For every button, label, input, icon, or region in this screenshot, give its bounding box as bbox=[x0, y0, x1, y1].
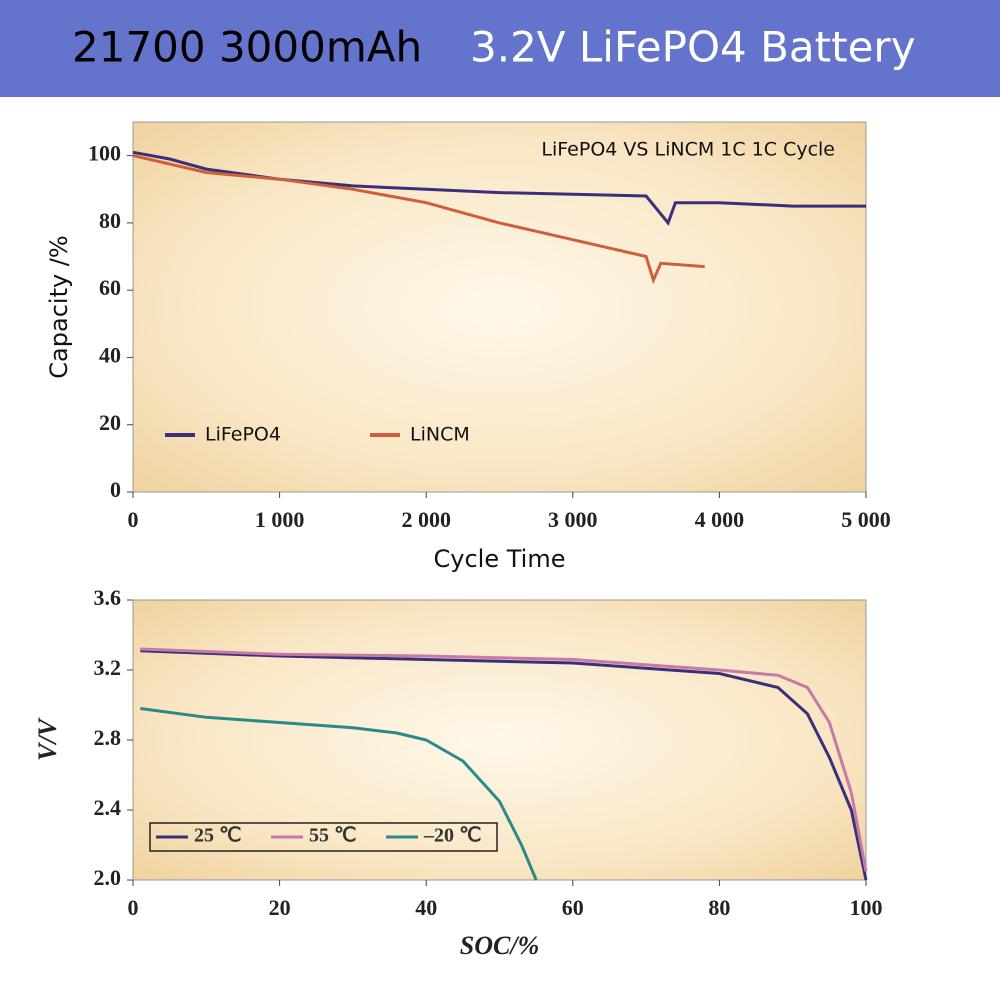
legend-label: LiNCM bbox=[410, 424, 470, 446]
x-tick-label: 0 bbox=[128, 895, 139, 920]
x-tick-label: 5 000 bbox=[841, 507, 891, 532]
legend-label: LiFePO4 bbox=[205, 424, 281, 446]
y-tick-label: 3.2 bbox=[94, 655, 122, 680]
y-tick-label: 60 bbox=[99, 275, 121, 300]
legend-label: –20 ℃ bbox=[423, 825, 481, 847]
x-tick-label: 20 bbox=[269, 895, 291, 920]
x-axis-label: SOC/% bbox=[460, 931, 539, 960]
chart-title: LiFePO4 VS LiNCM 1C 1C Cycle bbox=[541, 139, 835, 161]
banner-text: 3.2V LiFePO4 Battery bbox=[470, 23, 916, 72]
y-tick-label: 2.8 bbox=[94, 725, 122, 750]
y-tick-label: 80 bbox=[99, 208, 121, 233]
y-tick-label: 100 bbox=[88, 141, 121, 166]
legend-box bbox=[149, 822, 498, 852]
y-axis-label: Capacity /% bbox=[45, 235, 73, 378]
y-tick-label: 2.0 bbox=[94, 865, 122, 890]
x-axis-label: Cycle Time bbox=[434, 545, 566, 573]
banner bbox=[0, 0, 1000, 97]
x-tick-label: 80 bbox=[708, 895, 730, 920]
series-line bbox=[140, 647, 868, 872]
plot-area bbox=[132, 121, 867, 493]
y-tick-label: 20 bbox=[99, 410, 121, 435]
series-line bbox=[132, 150, 866, 226]
banner-text: 21700 3000mAh bbox=[72, 23, 422, 72]
x-tick-label: 0 bbox=[128, 507, 139, 532]
series-line bbox=[140, 649, 868, 881]
x-tick-label: 100 bbox=[850, 895, 883, 920]
x-tick-label: 1 000 bbox=[255, 507, 305, 532]
plot-area bbox=[132, 599, 867, 881]
y-axis-label: V/V bbox=[33, 716, 62, 761]
series-line bbox=[132, 154, 705, 285]
series-line bbox=[140, 707, 538, 881]
x-tick-label: 4 000 bbox=[695, 507, 745, 532]
y-tick-label: 0 bbox=[110, 477, 121, 502]
x-tick-label: 40 bbox=[415, 895, 437, 920]
legend-label: 25 ℃ bbox=[194, 825, 241, 847]
y-tick-label: 2.4 bbox=[94, 795, 122, 820]
legend-label: 55 ℃ bbox=[309, 825, 356, 847]
y-tick-label: 40 bbox=[99, 343, 121, 368]
x-tick-label: 60 bbox=[562, 895, 584, 920]
x-tick-label: 2 000 bbox=[401, 507, 451, 532]
x-tick-label: 3 000 bbox=[548, 507, 598, 532]
y-tick-label: 3.6 bbox=[94, 585, 122, 610]
